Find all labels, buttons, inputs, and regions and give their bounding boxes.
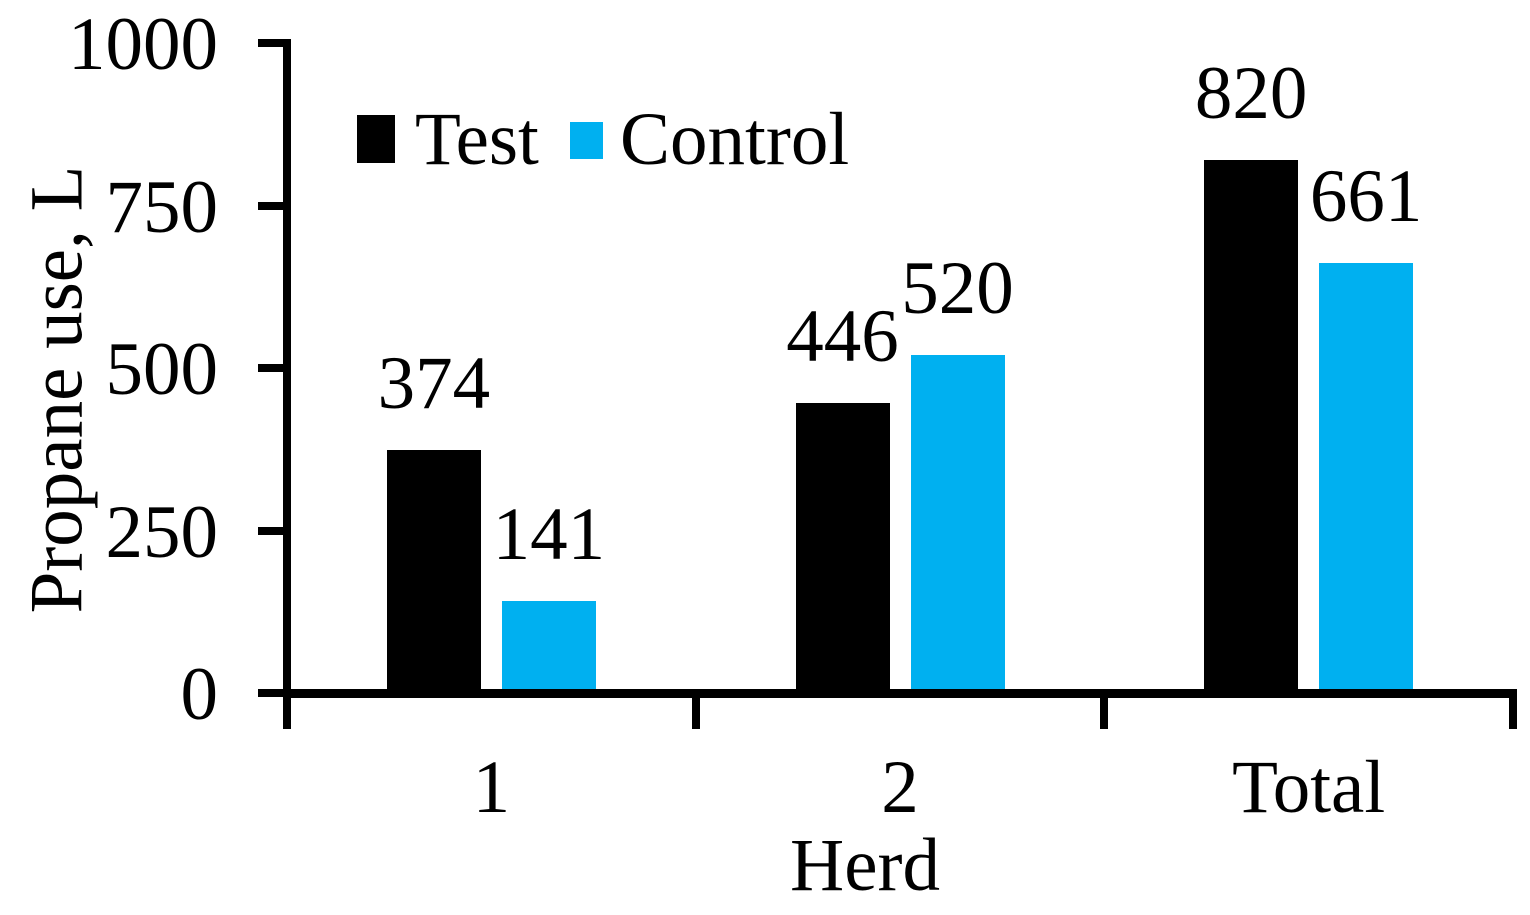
bar-test-2 [795, 403, 890, 693]
x-tick-0 [283, 689, 291, 729]
y-tick-250 [258, 526, 291, 535]
value-label-test-1: 374 [377, 341, 491, 425]
y-tick-1000 [258, 39, 291, 47]
legend-label-control: Control [620, 98, 850, 181]
value-label-control-total: 661 [1309, 155, 1423, 239]
category-label-2: 2 [881, 746, 919, 829]
bar-test-total [1204, 160, 1299, 693]
bar-control-1 [501, 601, 596, 693]
value-label-test-2: 446 [786, 295, 899, 379]
value-label-test-total: 820 [1194, 52, 1308, 135]
bar-control-total [1319, 263, 1414, 693]
x-axis-title: Herd [790, 824, 940, 907]
y-tick-label-1000: 1000 [68, 3, 218, 86]
value-label-control-2: 520 [901, 247, 1014, 330]
y-tick-label-750: 750 [105, 165, 219, 249]
category-label-total: Total [1232, 746, 1386, 829]
y-tick-label-250: 250 [105, 490, 219, 574]
y-tick-0 [258, 689, 291, 697]
legend-label-test: Test [415, 98, 539, 181]
x-tick-2 [1100, 689, 1109, 729]
y-tick-label-0: 0 [180, 653, 219, 736]
value-label-control-1: 141 [492, 493, 606, 577]
y-tick-500 [258, 364, 291, 372]
x-axis-line [283, 689, 1515, 698]
bar-test-1 [386, 449, 481, 693]
x-tick-1 [691, 689, 700, 729]
y-tick-label-500: 500 [105, 328, 219, 411]
x-tick-3 [1509, 689, 1517, 729]
category-label-1: 1 [472, 746, 511, 829]
legend-swatch-control [570, 122, 603, 159]
legend-swatch-test [357, 115, 395, 163]
y-tick-750 [258, 201, 291, 210]
bar-control-2 [910, 355, 1005, 693]
